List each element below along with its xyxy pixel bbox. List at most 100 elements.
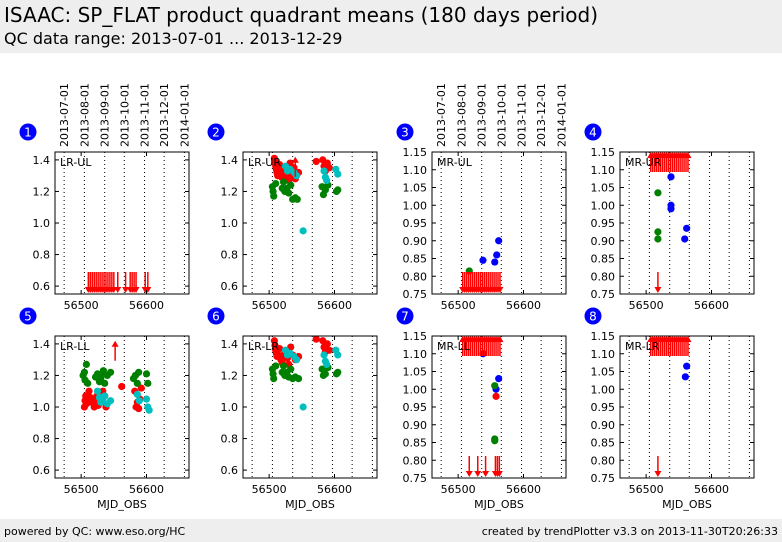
data-point	[270, 375, 278, 383]
x-axis-label: MJD_OBS	[474, 498, 524, 511]
quadrant-label: MR-UR	[625, 156, 662, 169]
data-point	[293, 195, 301, 203]
arrow-head-up	[111, 340, 119, 347]
y-tick-label: 0.80	[403, 270, 428, 283]
subplot-2: 0.6 0.8 1.0 1.2 1.4 56500 56600 LR-UR 2	[207, 123, 378, 312]
x-tick-label: 56600	[129, 483, 164, 496]
data-point	[323, 176, 331, 184]
data-point	[334, 186, 342, 194]
data-point	[683, 224, 691, 232]
data-point	[137, 384, 145, 392]
data-point	[135, 404, 143, 413]
y-tick-label: 0.8	[221, 433, 239, 446]
data-point	[142, 370, 151, 378]
subplot-5: 0.6 0.8 1.0 1.2 1.4 56500 56600 MJD_OBS LR-LL 5	[19, 307, 190, 511]
data-point	[80, 368, 89, 376]
data-point	[106, 368, 115, 376]
date-axis-label: 2013-07-01	[435, 83, 448, 147]
data-point	[323, 340, 331, 348]
y-tick-label: 0.95	[403, 401, 428, 414]
date-axis-label: 2013-12-01	[535, 83, 548, 147]
data-point	[270, 192, 278, 200]
data-point	[491, 382, 499, 390]
data-point	[135, 368, 143, 376]
x-tick-label: 56600	[317, 299, 352, 312]
x-tick-label: 56500	[252, 483, 287, 496]
y-tick-label: 1.05	[591, 182, 616, 195]
plot-number: 6	[212, 310, 220, 324]
data-point	[287, 181, 295, 189]
data-point	[293, 172, 301, 180]
y-tick-label: 1.15	[591, 330, 616, 343]
y-tick-label: 1.00	[591, 199, 616, 212]
x-axis-label: MJD_OBS	[97, 498, 147, 511]
data-point	[325, 164, 333, 172]
y-tick-label: 1.10	[591, 348, 616, 361]
data-point	[312, 157, 320, 166]
data-point	[479, 256, 487, 264]
y-tick-label: 1.00	[403, 383, 428, 396]
plot-number: 8	[589, 310, 597, 324]
arrow-head-down	[474, 471, 482, 477]
plot-frame	[242, 335, 378, 479]
arrow-head-down	[114, 287, 122, 293]
date-axis-label: 2013-11-01	[139, 83, 152, 147]
data-point	[334, 170, 342, 178]
data-point	[667, 205, 675, 213]
data-point	[321, 370, 329, 378]
y-tick-label: 1.2	[221, 185, 239, 198]
y-tick-label: 1.15	[403, 330, 428, 343]
plot-number-badge	[207, 307, 225, 325]
plot-number: 7	[401, 310, 409, 324]
data-point	[294, 375, 303, 383]
plot-frame	[54, 335, 190, 479]
arrow-head-down	[465, 471, 473, 477]
data-point	[84, 379, 92, 387]
plot-number-badge	[396, 123, 414, 141]
x-tick-label: 56500	[64, 299, 99, 312]
y-tick-label: 1.15	[403, 146, 428, 159]
y-tick-label: 1.4	[221, 154, 239, 167]
arrow-head-up	[291, 156, 299, 163]
footer-bar: powered by QC: www.eso.org/HC created by…	[0, 519, 782, 542]
arrow-head-down	[654, 471, 662, 477]
data-point	[133, 379, 141, 387]
y-tick-label: 1.4	[221, 338, 239, 351]
data-point	[279, 178, 288, 186]
y-tick-label: 0.8	[33, 433, 51, 446]
x-tick-label: 56500	[441, 299, 476, 312]
x-tick-label: 56600	[506, 299, 541, 312]
arrow-head-down	[144, 287, 152, 293]
arrow-head-down	[495, 471, 503, 477]
footer-created: created by trendPlotter v3.3 on 2013-11-…	[481, 525, 778, 538]
x-tick-label: 56600	[317, 483, 352, 496]
y-tick-label: 0.90	[403, 235, 428, 248]
plot-number: 3	[401, 126, 409, 140]
y-tick-label: 0.80	[591, 270, 616, 283]
x-tick-label: 56600	[506, 483, 541, 496]
subplot-4: 0.75 0.80 0.85 0.90 0.95 1.00 1.05 1.10 1.15 5650…	[584, 123, 755, 312]
data-point	[492, 392, 500, 400]
date-axis-label: 2013-08-01	[455, 83, 468, 147]
date-axis-label: 2013-09-01	[476, 83, 489, 147]
data-point	[133, 390, 141, 398]
data-point	[135, 397, 143, 405]
y-tick-label: 0.85	[403, 437, 428, 450]
data-point	[145, 406, 153, 414]
plot-frame	[242, 151, 378, 295]
x-axis-label: MJD_OBS	[285, 498, 335, 511]
plot-number-badge	[19, 123, 37, 141]
y-tick-label: 1.0	[33, 217, 51, 230]
arrow-head-up	[496, 336, 504, 342]
y-tick-label: 1.10	[591, 164, 616, 177]
arrow-head-down	[132, 287, 140, 293]
data-point	[495, 237, 503, 245]
y-tick-label: 1.00	[591, 383, 616, 396]
data-point	[320, 167, 328, 175]
y-tick-label: 0.6	[221, 280, 239, 293]
plot-frame	[431, 151, 567, 295]
data-point	[272, 179, 280, 188]
x-tick-label: 56600	[694, 299, 729, 312]
y-tick-label: 0.80	[591, 454, 616, 467]
page-subtitle: QC data range: 2013-07-01 ... 2013-12-29	[4, 29, 343, 48]
